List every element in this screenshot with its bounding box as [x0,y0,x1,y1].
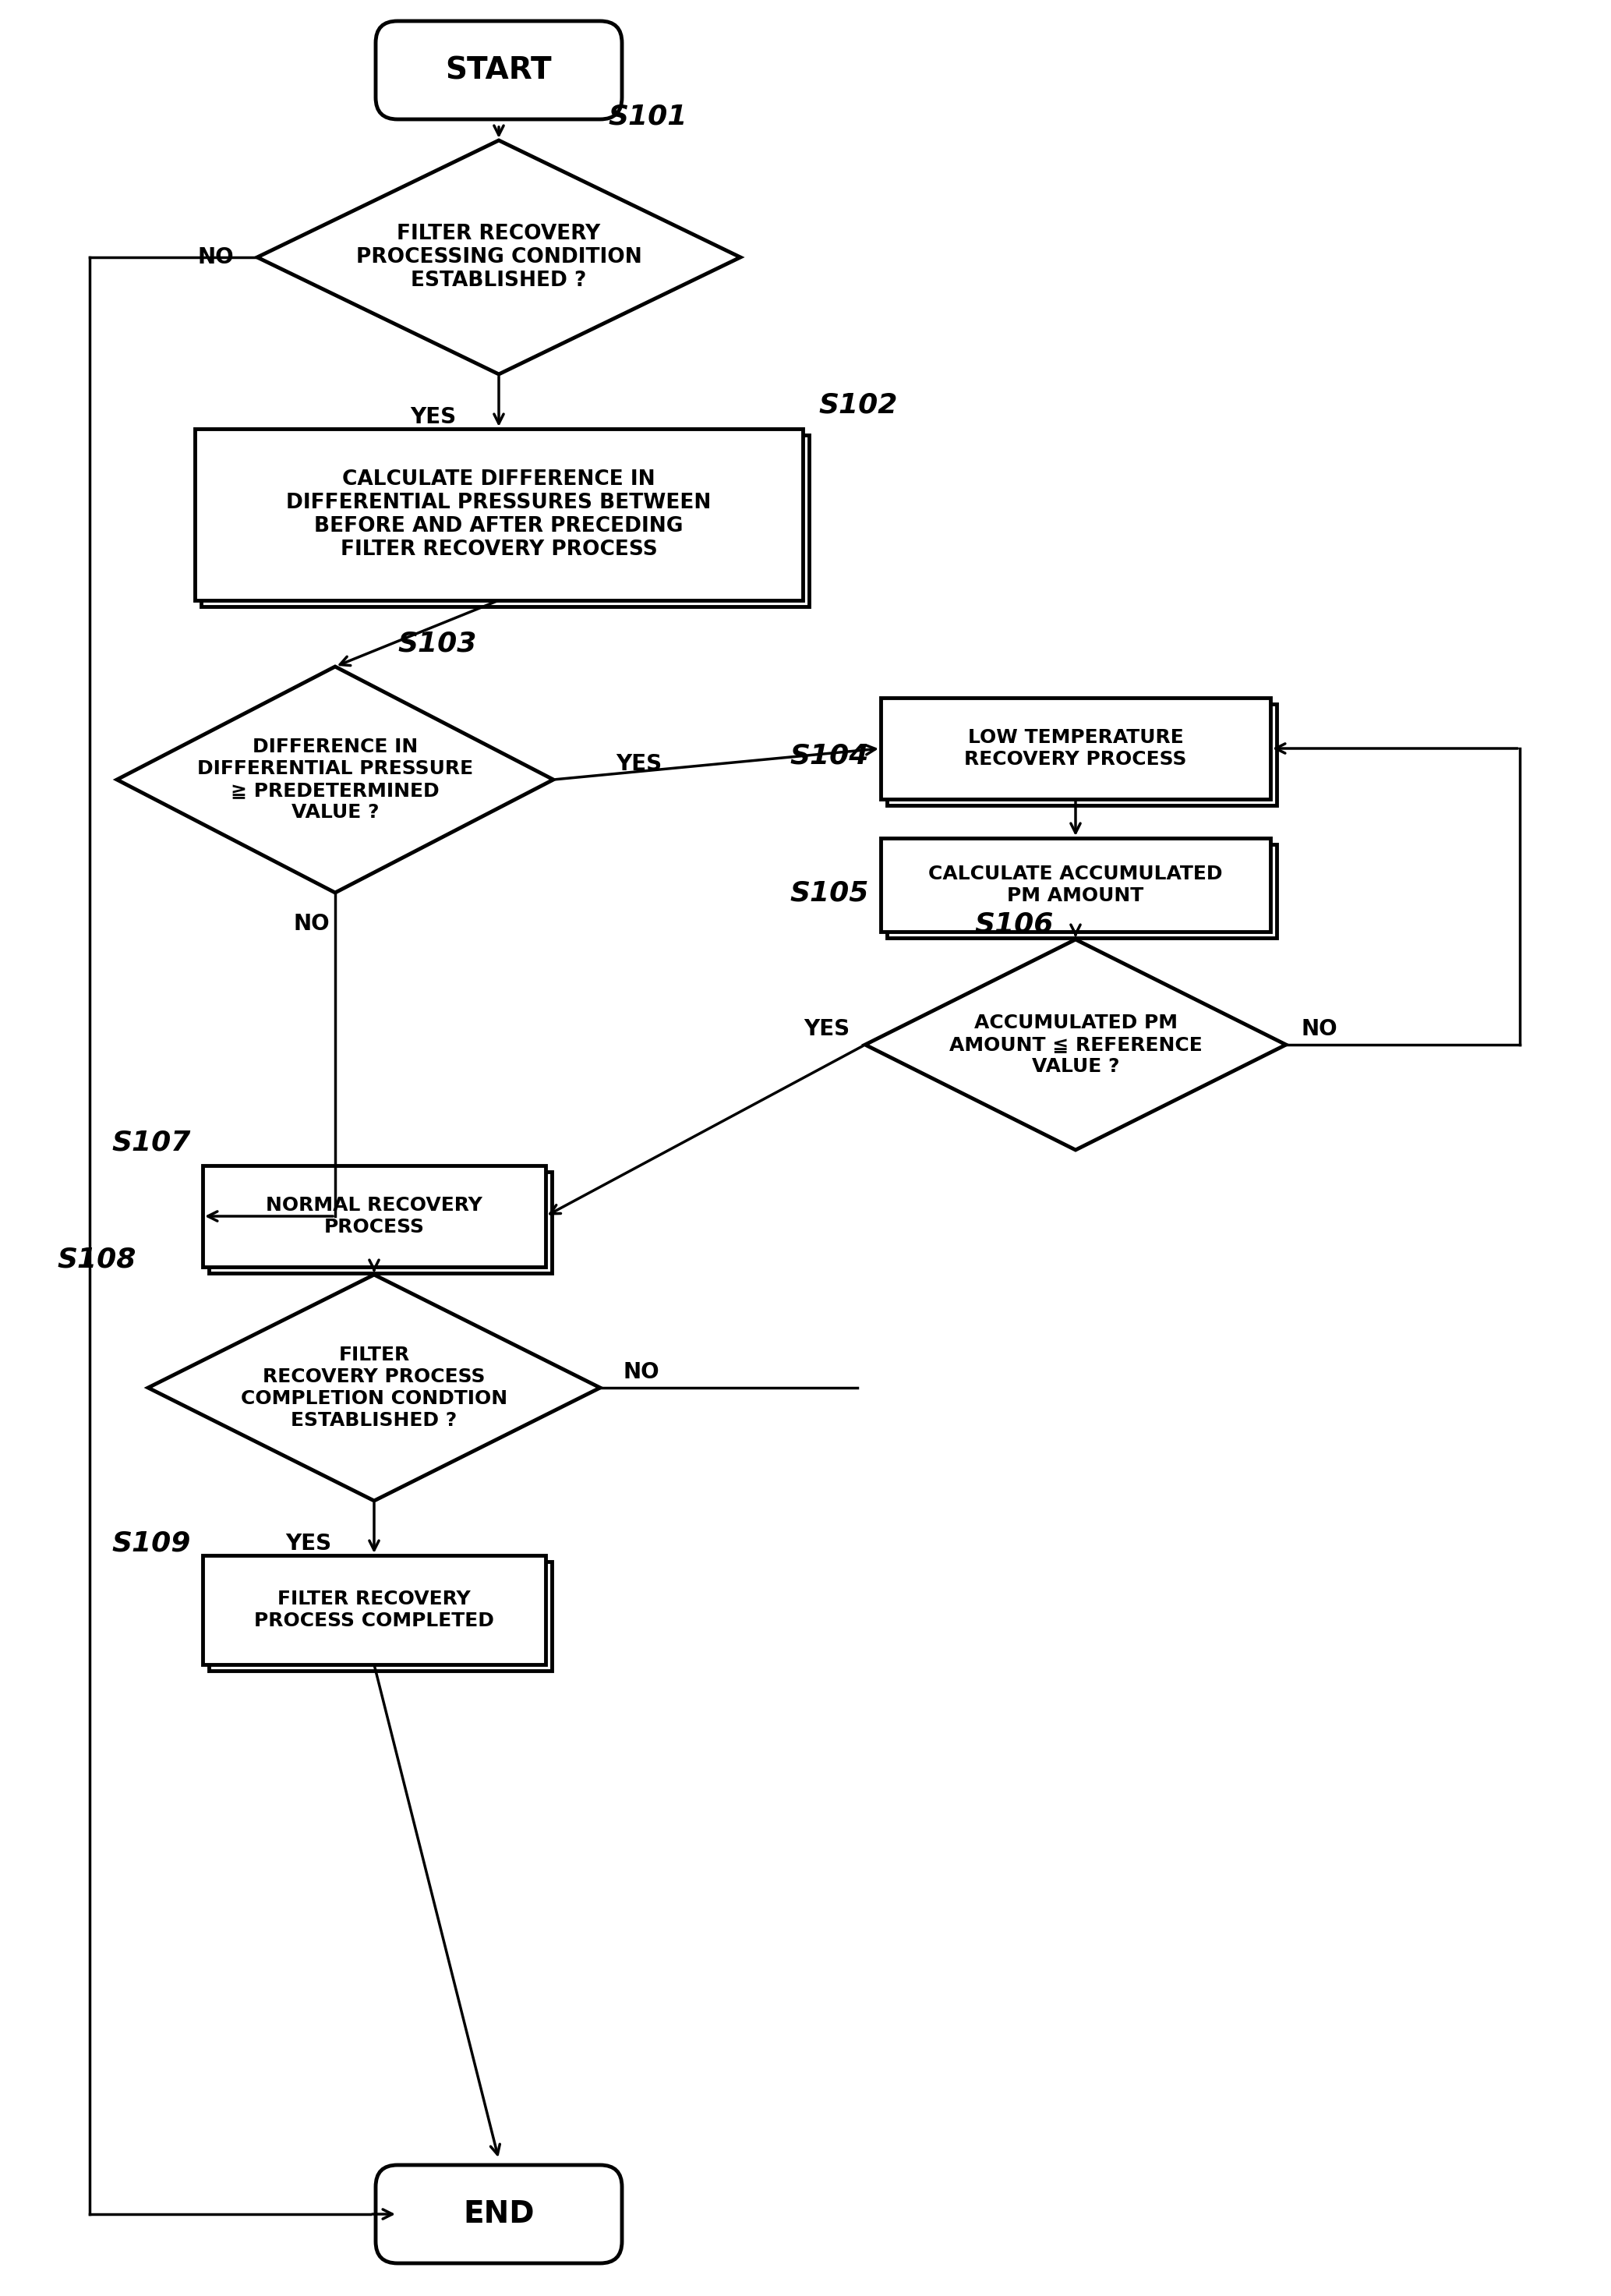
Bar [203,1166,546,1267]
Text: CALCULATE DIFFERENCE IN
DIFFERENTIAL PRESSURES BETWEEN
BEFORE AND AFTER PRECEDIN: CALCULATE DIFFERENCE IN DIFFERENTIAL PRE… [287,468,712,560]
Text: FILTER RECOVERY
PROCESSING CONDITION
ESTABLISHED ?: FILTER RECOVERY PROCESSING CONDITION EST… [356,223,641,292]
Bar [209,1561,553,1671]
Text: NO: NO [1302,1017,1337,1040]
Text: DIFFERENCE IN
DIFFERENTIAL PRESSURE
≧ PREDETERMINED
VALUE ?: DIFFERENCE IN DIFFERENTIAL PRESSURE ≧ PR… [197,737,474,822]
Text: S102: S102 [818,393,897,418]
Text: NORMAL RECOVERY
PROCESS: NORMAL RECOVERY PROCESS [266,1196,482,1238]
Bar [881,698,1271,799]
Text: S104: S104 [789,744,868,769]
Polygon shape [258,140,741,374]
FancyBboxPatch shape [375,21,622,119]
Text: S107: S107 [111,1130,192,1155]
Text: S106: S106 [975,912,1054,937]
Bar [209,1171,553,1272]
Text: ACCUMULATED PM
AMOUNT ≦ REFERENCE
VALUE ?: ACCUMULATED PM AMOUNT ≦ REFERENCE VALUE … [949,1013,1202,1077]
Text: YES: YES [804,1017,849,1040]
Text: YES: YES [285,1534,332,1554]
Bar [888,705,1276,806]
Text: YES: YES [615,753,662,776]
Text: S108: S108 [58,1247,137,1272]
Text: YES: YES [409,406,456,427]
Polygon shape [865,939,1286,1150]
Polygon shape [148,1274,601,1502]
Text: S109: S109 [111,1531,192,1557]
Bar [195,429,802,599]
Bar [888,845,1276,937]
Text: S101: S101 [607,103,686,131]
Text: LOW TEMPERATURE
RECOVERY PROCESS: LOW TEMPERATURE RECOVERY PROCESS [965,728,1187,769]
Text: FILTER RECOVERY
PROCESS COMPLETED: FILTER RECOVERY PROCESS COMPLETED [255,1589,495,1630]
Text: NO: NO [623,1362,661,1382]
Bar [881,838,1271,932]
Text: CALCULATE ACCUMULATED
PM AMOUNT: CALCULATE ACCUMULATED PM AMOUNT [928,866,1223,905]
Text: S105: S105 [789,879,868,907]
Bar [203,1554,546,1665]
Text: START: START [446,55,553,85]
Polygon shape [118,666,553,893]
Bar [201,434,809,606]
Text: FILTER
RECOVERY PROCESS
COMPLETION CONDTION
ESTABLISHED ?: FILTER RECOVERY PROCESS COMPLETION CONDT… [240,1345,507,1430]
Text: NO: NO [198,246,234,269]
Text: END: END [462,2200,535,2229]
Text: S103: S103 [398,629,477,657]
Text: NO: NO [293,914,330,934]
FancyBboxPatch shape [375,2165,622,2264]
